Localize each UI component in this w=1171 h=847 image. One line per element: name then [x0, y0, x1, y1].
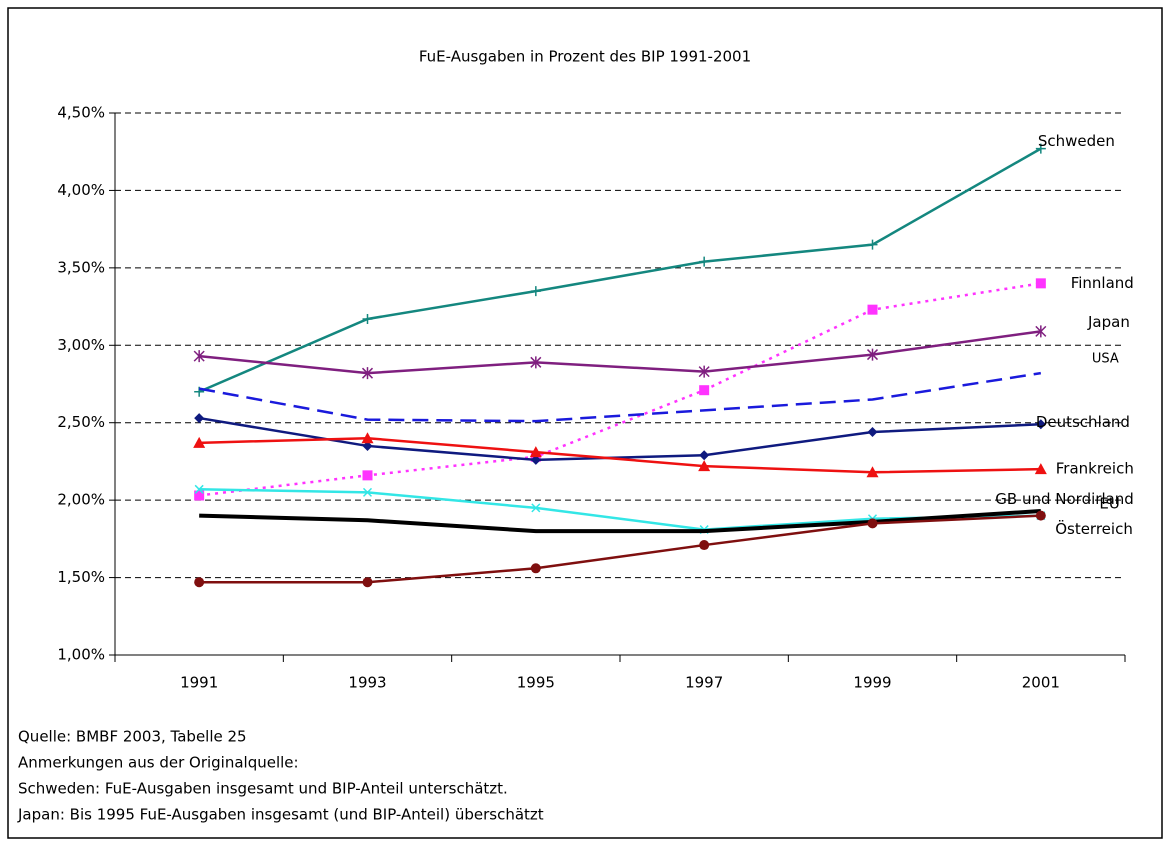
series-label: Finnland	[1071, 274, 1134, 292]
x-tick-label: 1991	[180, 674, 218, 692]
y-tick-label: 2,50%	[57, 413, 105, 431]
point	[193, 350, 205, 363]
x-tick-label: 1993	[348, 674, 386, 692]
point	[1034, 463, 1047, 475]
point	[193, 436, 206, 448]
point	[362, 470, 373, 481]
series-label: GB und Nordirland	[995, 490, 1134, 508]
x-tick-label: 2001	[1022, 674, 1060, 692]
point	[530, 286, 541, 297]
series-label: Schweden	[1038, 132, 1115, 150]
series-line	[199, 436, 1041, 474]
y-tick-label: 3,00%	[57, 336, 105, 354]
point	[867, 304, 878, 315]
point	[867, 427, 878, 438]
y-tick-label: 4,50%	[57, 104, 105, 122]
series-line	[199, 508, 1041, 534]
point	[1035, 419, 1046, 430]
series-label: Deutschland	[1036, 413, 1130, 431]
y-tick-label: 1,50%	[57, 568, 105, 586]
series-label: Österreich	[1055, 519, 1133, 538]
point	[699, 256, 710, 267]
chart-title: FuE-Ausgaben in Prozent des BIP 1991-200…	[419, 48, 751, 66]
point	[194, 413, 205, 424]
point	[362, 487, 373, 497]
point	[529, 446, 542, 458]
x-tick-label: 1997	[685, 674, 723, 692]
point	[699, 385, 710, 396]
series-line	[198, 371, 1042, 423]
point	[361, 367, 374, 380]
point	[362, 577, 373, 588]
point	[194, 484, 204, 494]
x-tick-label: 1999	[853, 674, 891, 692]
point	[194, 386, 205, 397]
footnote: Quelle: BMBF 2003, Tabelle 25	[18, 728, 247, 746]
point	[530, 356, 542, 369]
point	[194, 490, 205, 501]
point	[866, 348, 879, 361]
point	[699, 540, 710, 551]
footnote: Japan: Bis 1995 FuE-Ausgaben insgesamt (…	[17, 806, 544, 824]
point	[867, 239, 878, 250]
point	[530, 563, 541, 574]
point	[866, 466, 879, 478]
footnote: Schweden: FuE-Ausgaben insgesamt und BIP…	[18, 780, 508, 798]
point	[531, 503, 541, 513]
point	[1035, 325, 1047, 338]
x-tick-label: 1995	[517, 674, 555, 692]
series-label: Frankreich	[1056, 460, 1134, 478]
point	[699, 450, 710, 461]
point	[361, 432, 374, 444]
y-tick-label: 4,00%	[57, 181, 105, 199]
point	[530, 454, 541, 465]
point	[867, 518, 878, 529]
y-tick-label: 2,00%	[57, 491, 105, 509]
point	[1035, 278, 1046, 289]
point	[362, 313, 373, 324]
y-tick-label: 3,50%	[57, 258, 105, 276]
point	[698, 460, 711, 472]
series-label: Japan	[1087, 313, 1130, 331]
series-label: USA	[1092, 352, 1119, 367]
y-tick-label: 1,00%	[57, 646, 105, 664]
series-line	[199, 330, 1042, 375]
series-label: EU	[1099, 494, 1119, 512]
point	[1035, 510, 1046, 521]
series-line	[198, 416, 1041, 462]
series-line	[198, 147, 1042, 393]
point	[1035, 143, 1046, 154]
series-line	[199, 514, 1041, 584]
point	[698, 365, 710, 378]
point	[194, 577, 205, 588]
footnote: Anmerkungen aus der Originalquelle:	[18, 754, 299, 772]
point	[362, 440, 373, 451]
